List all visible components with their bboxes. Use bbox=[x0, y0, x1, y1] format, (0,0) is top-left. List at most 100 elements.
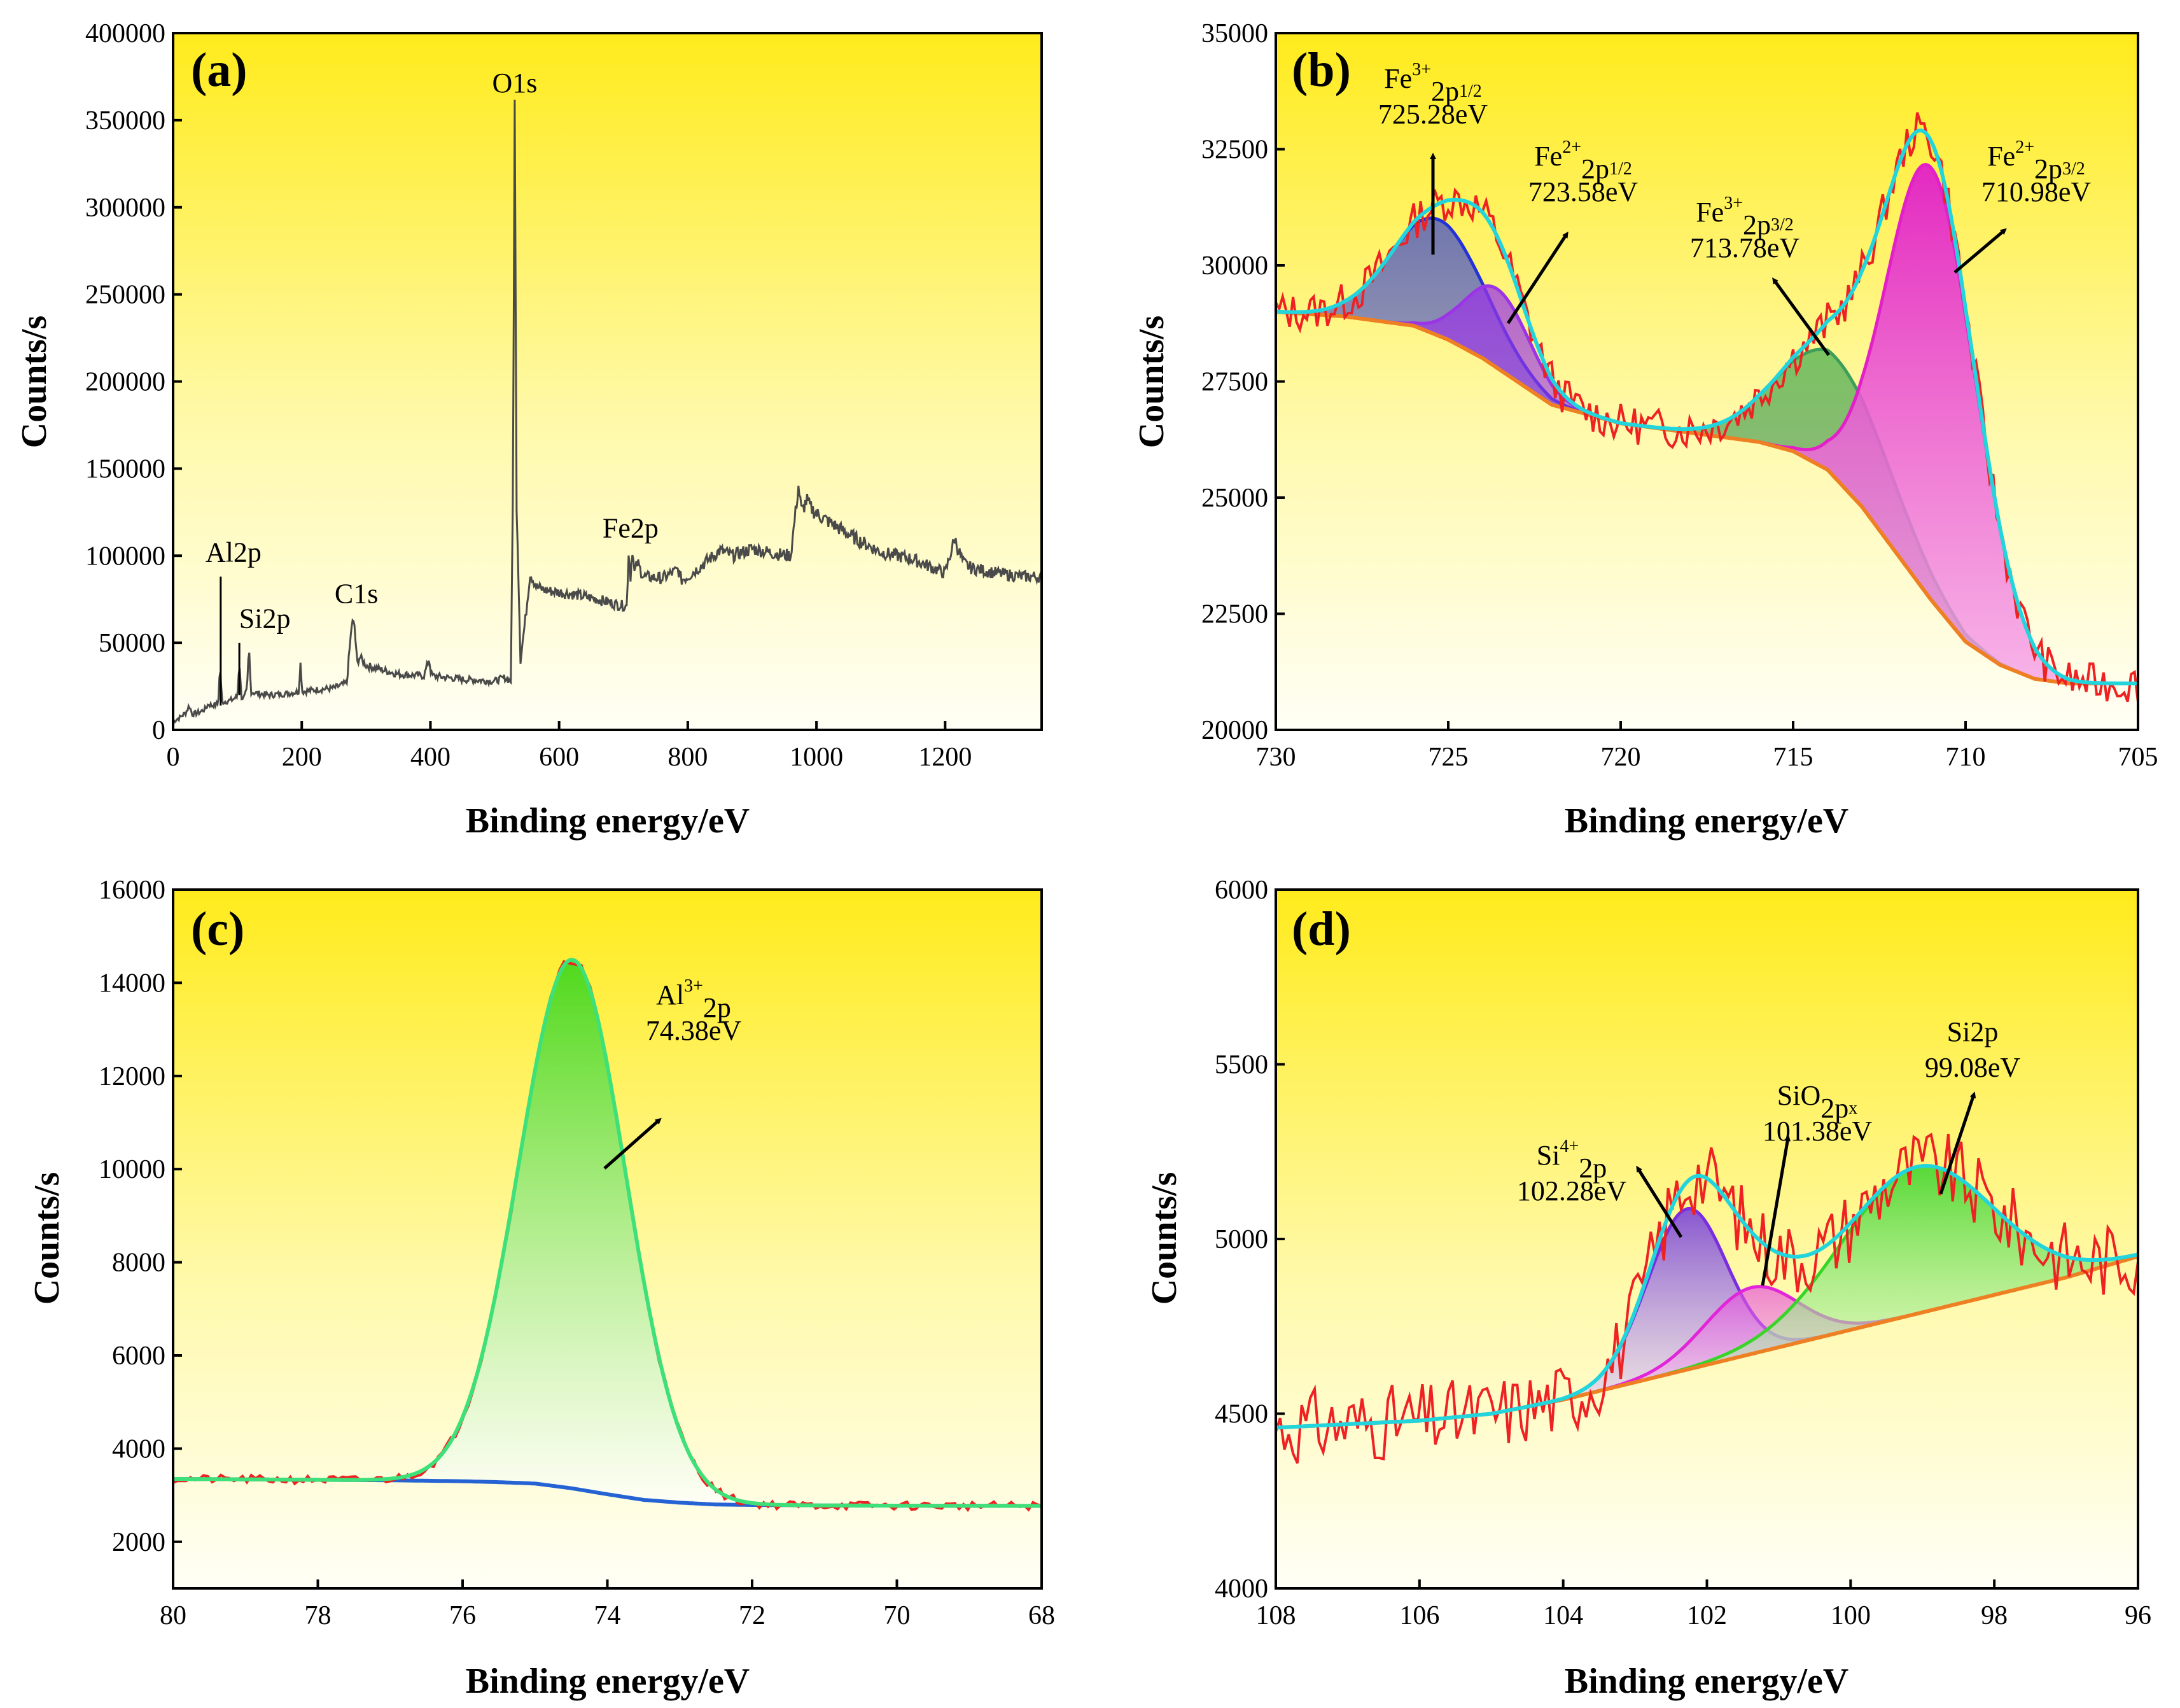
y-tick-label: 12000 bbox=[99, 1062, 165, 1091]
label-sup: 3+ bbox=[684, 976, 703, 996]
peak-fill bbox=[173, 960, 1042, 1506]
label-main: Fe bbox=[1987, 141, 2015, 172]
label-arrow bbox=[1506, 231, 1569, 325]
x-tick-label: 80 bbox=[160, 1601, 186, 1630]
x-tick-label: 68 bbox=[1028, 1601, 1055, 1630]
y-tick-label: 5500 bbox=[1215, 1051, 1268, 1080]
y-tick-label: 6000 bbox=[112, 1341, 165, 1371]
x-tick-label: 400 bbox=[410, 743, 451, 772]
y-tick-label: 16000 bbox=[99, 876, 165, 905]
envelope-line bbox=[1276, 128, 2138, 685]
label-sub: 3/2 bbox=[1771, 215, 1794, 235]
x-tick-label: 100 bbox=[1831, 1601, 1871, 1630]
x-tick-label: 720 bbox=[1601, 743, 1641, 772]
peak-label-fe2p: Fe2p bbox=[603, 512, 659, 543]
peak-label-value: 74.38eV bbox=[646, 1015, 742, 1046]
panel-b-axes: 730 725 720 715 710 705 20000 22500 25000 27500 30… bbox=[1201, 19, 2158, 772]
label-sup: 3+ bbox=[1412, 60, 1431, 80]
peak-label-value: 710.98eV bbox=[1981, 176, 2092, 207]
x-tick-label: 0 bbox=[167, 743, 180, 772]
panel-a: 0 200 400 600 800 1000 1200 0 50000 100000 150000 2… bbox=[15, 19, 1043, 841]
x-tick-label: 108 bbox=[1256, 1601, 1296, 1630]
label-main: Si bbox=[1537, 1140, 1560, 1171]
y-tick-label: 30000 bbox=[1201, 251, 1268, 281]
x-tick-label: 78 bbox=[305, 1601, 332, 1630]
label-sup: 3+ bbox=[1724, 193, 1743, 213]
panel-b-label: (b) bbox=[1292, 43, 1351, 97]
y-tick-label: 0 bbox=[152, 716, 165, 745]
panel-d-label: (d) bbox=[1292, 902, 1351, 956]
label-mid: 2p bbox=[703, 992, 731, 1023]
x-tick-label: 72 bbox=[739, 1601, 765, 1630]
panel-c-label: (c) bbox=[191, 902, 244, 956]
panel-c-axes: 80 78 76 74 72 70 68 2000 4000 6000 8000 10000 12000… bbox=[99, 876, 1055, 1630]
y-tick-label: 35000 bbox=[1201, 19, 1268, 48]
panel-d-data bbox=[1276, 1132, 2138, 1464]
label-mid: 2p bbox=[1431, 76, 1459, 107]
y-tick-label: 25000 bbox=[1201, 484, 1268, 513]
y-tick-label: 6000 bbox=[1215, 876, 1268, 905]
x-tick-label: 102 bbox=[1687, 1601, 1727, 1630]
label-mid: 2p bbox=[1743, 209, 1771, 241]
envelope-line bbox=[173, 958, 1042, 1508]
label-mid: 2p bbox=[1579, 1152, 1607, 1184]
peak-label-name: Si2p bbox=[1947, 1016, 1999, 1047]
peak-label-si2p: Si2p bbox=[239, 603, 291, 634]
panel-d-ylabel: Counts/s bbox=[1145, 1172, 1184, 1305]
panel-a-plot-area bbox=[173, 33, 1042, 730]
label-arrow bbox=[1939, 1091, 1976, 1194]
survey-line bbox=[173, 99, 1042, 724]
label-main: Al bbox=[656, 979, 684, 1011]
label-sub: 1/2 bbox=[1459, 81, 1482, 101]
peak-label-value: 102.28eV bbox=[1517, 1175, 1627, 1207]
label-arrow bbox=[1953, 228, 2007, 274]
y-tick-label: 150000 bbox=[85, 454, 165, 484]
label-main: Fe bbox=[1534, 141, 1562, 172]
y-tick-label: 2000 bbox=[112, 1528, 165, 1557]
panel-a-annotations: O1s Fe2p C1s Al2p Si2p bbox=[206, 67, 659, 706]
y-tick-label: 300000 bbox=[85, 193, 165, 223]
x-tick-label: 705 bbox=[2118, 743, 2158, 772]
panel-b-annotations: Fe3+2p1/2725.28eVFe2+2p1/2723.58eVFe3+2p… bbox=[1378, 60, 2092, 356]
peak-label-al2p: Al2p bbox=[206, 536, 262, 568]
x-tick-label: 98 bbox=[1981, 1601, 2008, 1630]
panel-b-ylabel: Counts/s bbox=[1132, 316, 1171, 449]
y-tick-label: 10000 bbox=[99, 1155, 165, 1184]
y-tick-label: 14000 bbox=[99, 969, 165, 998]
panel-c-ylabel: Counts/s bbox=[27, 1172, 67, 1305]
label-sub: x bbox=[1848, 1098, 1857, 1118]
peak-label-name: Fe2+2p3/2 bbox=[1987, 137, 2085, 185]
peak-label-name: Fe2+2p1/2 bbox=[1534, 137, 1632, 185]
x-tick-label: 725 bbox=[1429, 743, 1469, 772]
label-sub: 3/2 bbox=[2062, 159, 2085, 179]
peak-fill bbox=[1276, 1256, 2138, 1428]
y-tick-label: 100000 bbox=[85, 542, 165, 571]
y-tick-label: 400000 bbox=[85, 19, 165, 48]
panel-c-data bbox=[173, 958, 1042, 1513]
x-tick-label: 715 bbox=[1773, 743, 1813, 772]
y-tick-label: 250000 bbox=[85, 281, 165, 310]
label-sup: 4+ bbox=[1560, 1137, 1579, 1156]
label-main: Fe bbox=[1696, 197, 1724, 228]
peak-label-c1s: C1s bbox=[335, 578, 378, 609]
label-mid: 2p bbox=[2034, 153, 2062, 185]
peak-label-name: Si4+2p bbox=[1537, 1137, 1607, 1184]
y-tick-label: 20000 bbox=[1201, 716, 1268, 745]
label-mid: 2p bbox=[1581, 153, 1609, 185]
peak-label-value: 101.38eV bbox=[1763, 1116, 1873, 1147]
x-tick-label: 800 bbox=[667, 743, 708, 772]
y-tick-label: 350000 bbox=[85, 106, 165, 136]
label-sub: 1/2 bbox=[1609, 159, 1632, 179]
panel-a-label: (a) bbox=[191, 43, 248, 97]
x-tick-label: 74 bbox=[594, 1601, 621, 1630]
x-tick-label: 730 bbox=[1256, 743, 1296, 772]
peak-label-value: 723.58eV bbox=[1528, 176, 1638, 207]
panel-a-axes: 0 200 400 600 800 1000 1200 0 50000 100000 150000 2… bbox=[85, 19, 972, 772]
peak-label-name: Fe3+2p1/2 bbox=[1384, 60, 1482, 107]
y-tick-label: 200000 bbox=[85, 368, 165, 397]
x-tick-label: 710 bbox=[1946, 743, 1986, 772]
y-tick-label: 4500 bbox=[1215, 1400, 1268, 1429]
peak-label-name: Al3+2p bbox=[656, 976, 731, 1023]
